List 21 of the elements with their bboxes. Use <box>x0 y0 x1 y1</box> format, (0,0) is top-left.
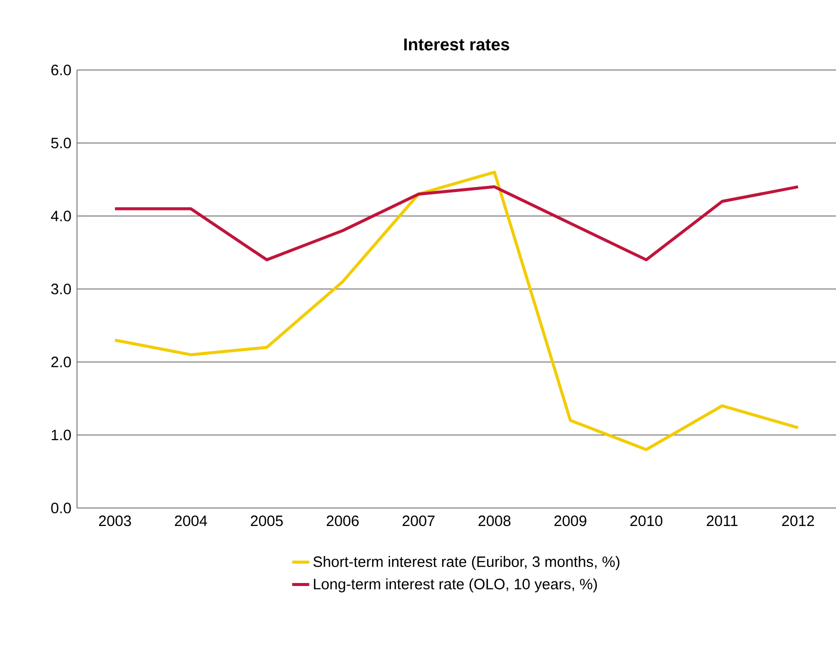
x-tick-label: 2009 <box>554 516 586 526</box>
y-tick-label: 0.0 <box>51 502 71 514</box>
legend-label: Long-term interest rate (OLO, 10 years, %) <box>314 578 597 592</box>
x-tick-label: 2003 <box>99 516 131 526</box>
x-tick-label: 2012 <box>782 516 814 526</box>
y-tick-label: 5.0 <box>51 138 71 148</box>
y-tick-label: 4.0 <box>50 210 71 222</box>
x-tick-label: 2008 <box>478 516 510 526</box>
line-series <box>113 170 800 452</box>
x-tick-label: 2007 <box>402 516 434 526</box>
x-tick-label: 2011 <box>706 516 738 526</box>
legend-label: Short-term interest rate (Euribor, 3 months, %) <box>313 556 620 570</box>
y-tick-label: 2.0 <box>51 356 71 368</box>
chart-title: Interest rates <box>404 38 510 50</box>
y-tick-label: 6.0 <box>51 64 71 76</box>
x-tick-label: 2005 <box>250 516 283 526</box>
x-tick-label: 2004 <box>174 516 208 526</box>
x-tick-label: 2010 <box>630 516 662 526</box>
y-tick-label: 1.0 <box>52 430 71 440</box>
y-tick-label: 3.0 <box>51 284 71 294</box>
x-tick-label: 2006 <box>326 516 359 526</box>
